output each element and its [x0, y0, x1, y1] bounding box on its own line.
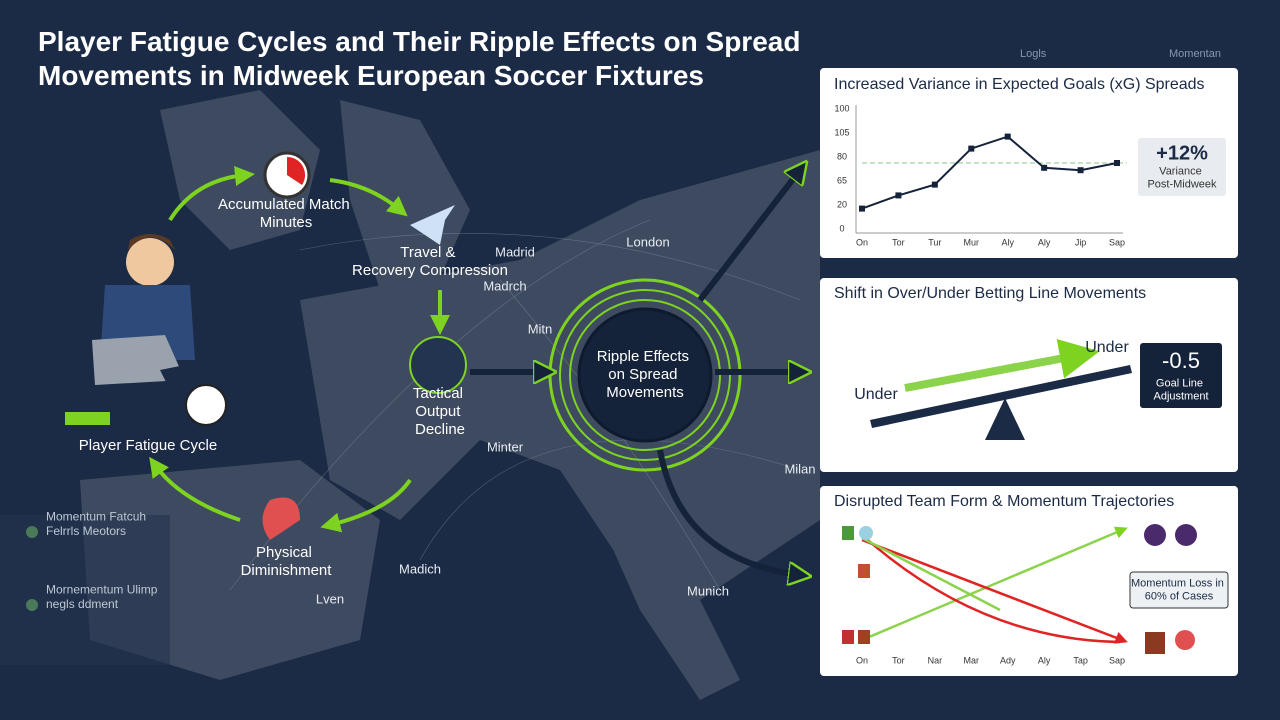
corner-label: Logls	[1020, 48, 1047, 60]
y-label: 105	[834, 127, 849, 137]
x-label: Aly	[1038, 237, 1051, 247]
panel-title: Shift in Over/Under Betting Line Movemen…	[834, 285, 1146, 302]
callout-text: Variance Post-Midweek	[1147, 165, 1217, 190]
node-label: Travel & Recovery Compression	[352, 244, 508, 279]
cycle-arrows	[149, 166, 450, 533]
x-label: Mur	[964, 237, 980, 247]
panel	[820, 68, 1238, 258]
map-label: Milan	[784, 461, 815, 476]
x-label: On	[856, 655, 868, 665]
callout-value: +12%	[1156, 142, 1208, 164]
panel	[820, 278, 1238, 472]
y-label: 65	[837, 175, 847, 185]
dot	[26, 599, 38, 611]
callout-text: Momentum Loss in 60% of Cases	[1131, 577, 1227, 602]
left-label: Under	[854, 386, 898, 403]
callout-value: -0.5	[1162, 348, 1200, 373]
map-label: Minter	[487, 439, 524, 454]
center-node	[577, 307, 713, 443]
x-label: Mar	[964, 655, 980, 665]
line	[861, 135, 1118, 210]
callout-box	[1140, 343, 1222, 408]
point	[1077, 167, 1084, 174]
player-illustration	[65, 234, 227, 426]
player-label: Player Fatigue Cycle	[79, 437, 217, 454]
map-label: Munich	[687, 583, 729, 598]
panel-title: Increased Variance in Expected Goals (xG…	[834, 76, 1205, 93]
x-label: Tap	[1073, 655, 1088, 665]
x-label: Sap	[1109, 237, 1125, 247]
flow-arrows	[470, 170, 800, 575]
x-label: Aly	[1001, 237, 1014, 247]
panel	[820, 486, 1238, 676]
side-note: Momentum Fatcuh Felrrls Meotors	[46, 510, 149, 538]
node-label: Physical Diminishment	[241, 544, 333, 579]
x-label: Tur	[928, 237, 941, 247]
x-label: Jip	[1075, 237, 1087, 247]
x-label: Tor	[892, 655, 905, 665]
brain-icon	[409, 336, 467, 394]
point	[1114, 160, 1120, 166]
x-label: Nar	[928, 655, 943, 665]
map-label: Mitn	[528, 321, 553, 336]
corner-label: Momentan	[1169, 48, 1221, 60]
callout-box	[1129, 571, 1229, 609]
trajectories	[861, 526, 1128, 644]
clock-icon	[287, 156, 306, 185]
node-label: Accumulated Match Minutes	[218, 196, 354, 231]
right-label: Under	[1085, 339, 1129, 356]
plane-icon	[410, 205, 455, 245]
title: Player Fatigue Cycles and Their Ripple E…	[38, 26, 808, 91]
center-label: Ripple Effects on Spread Movements	[597, 348, 693, 401]
callout-box	[1138, 138, 1226, 196]
point	[931, 181, 938, 188]
map-label: Madrch	[483, 278, 526, 293]
x-label: Ady	[1000, 655, 1016, 665]
point	[895, 192, 902, 199]
map-label: London	[626, 234, 669, 249]
side-note: Mornementum Ulimp negls ddment	[46, 583, 161, 611]
point	[1041, 164, 1048, 171]
x-label: Tor	[892, 237, 905, 247]
node-label: Tactical Output Decline	[413, 385, 467, 438]
x-label: On	[856, 237, 868, 247]
muscle-icon	[262, 497, 300, 540]
map-label: Madich	[399, 561, 441, 576]
y-label: 100	[834, 103, 849, 113]
x-label: Aly	[1038, 655, 1051, 665]
y-label: 80	[837, 151, 847, 161]
point	[859, 205, 865, 212]
point	[1004, 133, 1011, 140]
team-badges	[842, 524, 1197, 654]
panel-title: Disrupted Team Form & Momentum Trajector…	[834, 493, 1174, 510]
callout-text: Goal Line Adjustment	[1153, 377, 1208, 402]
map-label: Lven	[316, 591, 344, 606]
y-label: 0	[839, 223, 844, 233]
seesaw	[870, 339, 1132, 440]
y-label: 20	[837, 199, 847, 209]
map-label: Madrid	[495, 244, 535, 259]
xg-chart: 100 105 80 65 20 0 On Tor Tur Mur Aly Aly Jip Sap	[834, 103, 1127, 247]
point	[968, 145, 975, 152]
x-label: Sap	[1109, 655, 1125, 665]
side-box	[0, 515, 170, 665]
momentum-axis: On Tor Nar Mar Ady Aly Tap Sap	[856, 655, 1125, 665]
dot	[26, 526, 38, 538]
